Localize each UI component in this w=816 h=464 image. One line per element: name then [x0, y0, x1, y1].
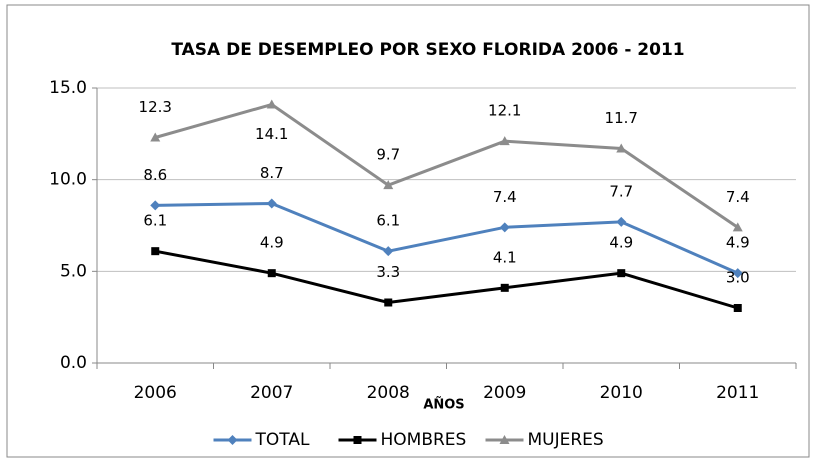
data-point [732, 222, 743, 232]
x-axis-label: AÑOS [423, 397, 464, 413]
data-label: 9.7 [376, 146, 400, 164]
data-point [150, 200, 161, 211]
legend-marker [499, 435, 510, 444]
series-line [154, 102, 739, 229]
chart-frame [6, 4, 810, 458]
data-label: 6.1 [143, 212, 167, 230]
data-point [383, 180, 394, 190]
data-label: 8.7 [260, 164, 284, 182]
legend-marker [353, 436, 362, 444]
x-tick-label: 2006 [134, 383, 177, 403]
chart-title: TASA DE DESEMPLEO POR SEXO FLORIDA 2006 … [171, 40, 684, 60]
x-tick-label: 2011 [716, 383, 759, 403]
data-label: 4.9 [609, 234, 633, 252]
data-label: 4.9 [726, 234, 750, 252]
data-point [499, 222, 510, 233]
series-line [154, 249, 739, 310]
legend-label: MUJERES [528, 430, 604, 450]
x-tick-label: 2010 [600, 383, 643, 403]
x-tick-label: 2007 [250, 383, 293, 403]
data-label: 4.9 [260, 234, 284, 252]
data-point [733, 304, 742, 312]
data-label: 3.0 [726, 269, 750, 287]
data-point [267, 269, 276, 278]
data-point [266, 198, 277, 209]
data-point [499, 136, 510, 146]
data-point [384, 298, 393, 307]
data-label: 7.4 [726, 188, 750, 206]
legend-label: TOTAL [255, 430, 310, 450]
x-tick-label: 2009 [483, 383, 526, 403]
y-tick-label: 5.0 [60, 261, 87, 281]
legend-label: HOMBRES [381, 430, 467, 450]
data-point [151, 247, 160, 256]
data-label: 7.7 [609, 182, 633, 200]
data-label: 12.1 [488, 102, 521, 120]
data-point [617, 269, 626, 278]
x-tick-label: 2008 [367, 383, 410, 403]
data-label: 8.6 [143, 166, 167, 184]
data-label: 12.3 [139, 98, 172, 116]
data-point [500, 283, 509, 292]
legend-marker [227, 435, 238, 445]
data-point [616, 216, 627, 227]
data-point [150, 132, 161, 142]
y-tick-label: 15.0 [49, 78, 87, 98]
data-label: 11.7 [605, 109, 638, 127]
y-tick-label: 10.0 [49, 170, 87, 190]
data-point [266, 99, 277, 109]
data-point [383, 246, 394, 257]
data-point [732, 268, 743, 279]
y-tick-label: 0.0 [60, 353, 87, 373]
data-point [616, 143, 627, 153]
data-label: 7.4 [493, 188, 517, 206]
data-label: 14.1 [255, 125, 288, 143]
series-line [155, 201, 739, 275]
data-label: 3.3 [376, 263, 400, 281]
data-label: 4.1 [493, 248, 517, 266]
data-label: 6.1 [376, 212, 400, 230]
